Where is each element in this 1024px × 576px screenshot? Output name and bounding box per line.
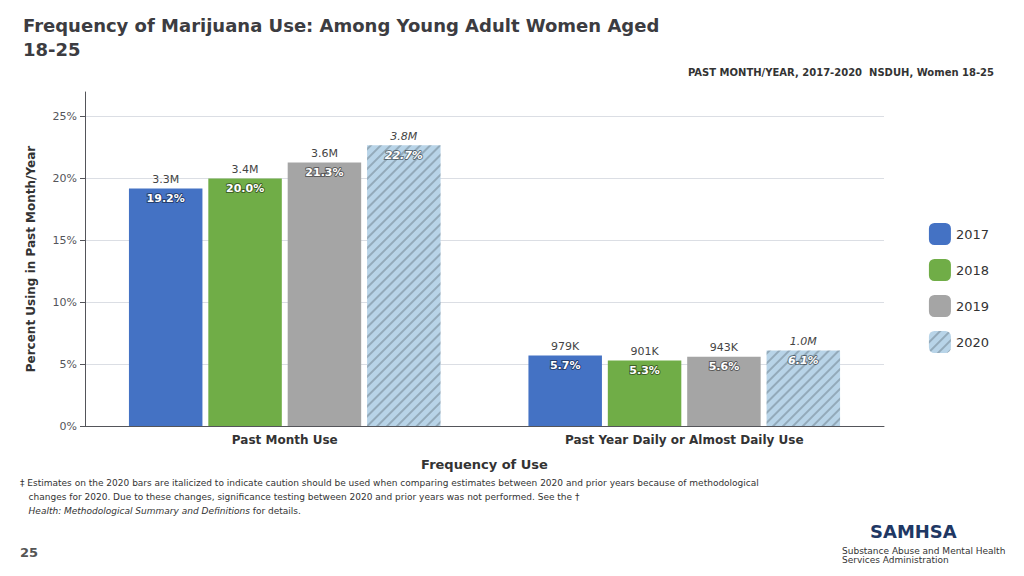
svg-text:3.6M: 3.6M xyxy=(311,147,338,160)
svg-text:18-25: 18-25 xyxy=(23,39,81,60)
svg-text:2020: 2020 xyxy=(956,335,989,350)
svg-text:3.3M: 3.3M xyxy=(152,173,179,186)
svg-text:2018: 2018 xyxy=(956,263,989,278)
svg-text:Past Month Use: Past Month Use xyxy=(232,433,338,447)
svg-text:25%: 25% xyxy=(53,110,77,123)
svg-text:Services Administration: Services Administration xyxy=(842,555,949,565)
svg-text:Frequency of Use: Frequency of Use xyxy=(421,457,548,472)
svg-text:979K: 979K xyxy=(551,340,580,353)
svg-text:25: 25 xyxy=(20,545,38,560)
svg-text:5%: 5% xyxy=(60,358,77,371)
svg-text:0%: 0% xyxy=(60,420,77,433)
svg-text:⁡3.8M: ⁡3.8M xyxy=(390,130,417,143)
svg-text:15%: 15% xyxy=(53,234,77,247)
svg-text:Substance Abuse and Mental Hea: Substance Abuse and Mental Health xyxy=(842,545,1006,556)
svg-text:2017: 2017 xyxy=(956,227,989,242)
svg-text:Frequency of Marijuana Use: Am: Frequency of Marijuana Use: Among Young … xyxy=(23,15,659,36)
svg-text:943K: 943K xyxy=(710,341,739,354)
svg-text:5.6%: 5.6% xyxy=(709,360,740,373)
svg-text:10%: 10% xyxy=(53,296,77,309)
svg-text:2019: 2019 xyxy=(956,299,989,314)
svg-text:changes for 2020. Due to these: changes for 2020. Due to these changes, … xyxy=(20,492,580,502)
svg-text:‡ Estimates on the 2020 bars a: ‡ Estimates on the 2020 bars are italici… xyxy=(20,478,759,488)
svg-text:⁡6.1%: ⁡6.1% xyxy=(788,354,819,367)
svg-text:19.2%: 19.2% xyxy=(147,192,185,205)
svg-text:5.3%: 5.3% xyxy=(629,364,660,377)
svg-text:21.3%: 21.3% xyxy=(305,166,343,179)
svg-text:for details.: for details. xyxy=(250,506,301,516)
svg-text:PAST MONTH/YEAR, 2017-2020 NS: PAST MONTH/YEAR, 2017-2020 NSDUH, Women … xyxy=(688,67,994,78)
svg-text:Percent Using in Past Month/Ye: Percent Using in Past Month/Year xyxy=(24,146,38,373)
svg-text:3.4M: 3.4M xyxy=(232,163,259,176)
svg-text:5.7%: 5.7% xyxy=(550,359,581,372)
svg-text:Past Year Daily or Almost Dail: Past Year Daily or Almost Daily Use xyxy=(565,433,804,447)
svg-text:⁡22.7%: ⁡22.7% xyxy=(385,149,423,162)
svg-text:20.0%: 20.0% xyxy=(226,182,264,195)
svg-text:901K: 901K xyxy=(630,345,659,358)
svg-text:⁡1.0M: ⁡1.0M xyxy=(790,335,817,348)
svg-text:SAMHSA: SAMHSA xyxy=(870,521,957,542)
svg-text:20%: 20% xyxy=(53,172,77,185)
svg-text:Health: Methodological Summary: Health: Methodological Summary and Defin… xyxy=(20,506,250,516)
